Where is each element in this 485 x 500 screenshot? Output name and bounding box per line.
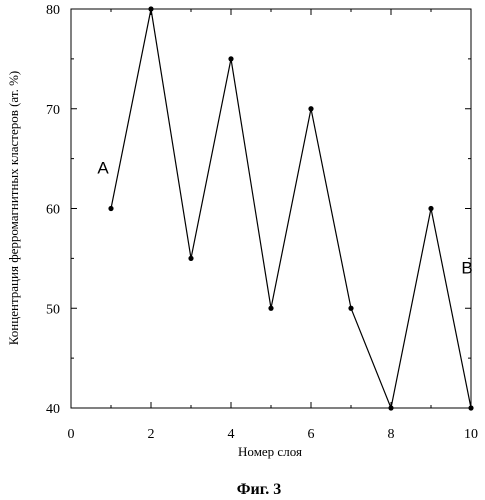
data-point: [348, 305, 354, 311]
x-axis-title: Номер слоя: [238, 444, 302, 459]
x-tick-label: 0: [68, 427, 75, 442]
y-axis-title: Концентрация ферромагнитных кластеров (а…: [6, 71, 21, 345]
annotation-label: A: [97, 159, 109, 178]
data-point: [268, 305, 274, 311]
y-tick-label: 50: [46, 302, 60, 317]
data-point: [108, 205, 114, 212]
data-point: [388, 405, 394, 411]
plot-border: [70, 8, 472, 409]
figure-caption: Фиг. 3: [237, 481, 281, 498]
x-tick-label: 8: [388, 427, 395, 442]
x-tick-label: 10: [464, 427, 478, 442]
x-tick-label: 4: [228, 427, 235, 442]
series-layer: [108, 6, 474, 411]
y-tick-label: 70: [46, 103, 60, 118]
annotations: AB: [97, 159, 472, 278]
plot-frame: [70, 8, 472, 409]
data-point: [308, 106, 314, 112]
axis-ticks: 0 2 4 6 8 10 40 50 60 70 80: [46, 3, 478, 442]
data-point: [428, 205, 434, 212]
y-tick-label: 40: [46, 402, 60, 417]
data-point: [148, 6, 154, 12]
y-tick-label: 80: [46, 3, 60, 18]
annotation-label: B: [461, 258, 472, 277]
y-tick-label: 60: [46, 203, 60, 218]
x-tick-label: 2: [148, 427, 155, 442]
data-point: [188, 255, 194, 261]
x-tick-label: 6: [308, 427, 315, 442]
data-point: [228, 56, 234, 62]
series-line: [110, 8, 472, 411]
data-point: [468, 405, 474, 411]
